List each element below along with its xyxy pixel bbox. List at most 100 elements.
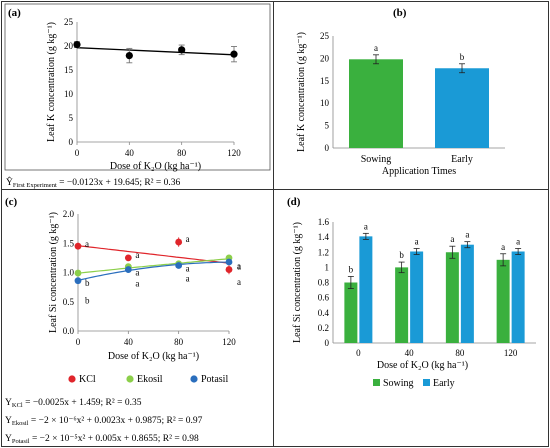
panel-a-inner-border — [4, 3, 271, 171]
panel-d-legend-early-swatch — [423, 379, 430, 386]
panel-d-xlabel: Dose of K₂O (kg ha⁻¹) — [377, 360, 468, 371]
panel-c-series-kcl-point — [74, 242, 82, 250]
panel-c-xtick-label: 40 — [124, 337, 134, 347]
panel-b-bar — [435, 68, 489, 148]
panel-d-series-early-bar — [359, 236, 373, 343]
panel-c-eq1-sub: KCl — [12, 402, 23, 409]
panel-b-ytick-label: 5 — [325, 121, 330, 131]
panel-c-series-ekosil-point — [74, 269, 82, 277]
panel-a-eq-sub: First Experiment — [13, 182, 57, 189]
panel-c-eq3-sub: Potasil — [12, 438, 30, 445]
panel-d-series-sowing-bar — [445, 252, 459, 343]
panel-a-eq-lhs: Ŷ — [6, 176, 13, 188]
panel-c-equation-potasil: YPotasil = −2 × 10⁻⁵x² + 0.005x + 0.8655… — [5, 434, 199, 445]
panel-c-legend-ekosil-marker — [126, 375, 134, 383]
panel-b-xlabel: Application Times — [382, 166, 456, 177]
panel-c-series-ekosil-significance-letter: a — [135, 268, 139, 278]
panel-c-legend-kcl-label: KCl — [79, 374, 96, 385]
panel-a-label: (a) — [8, 7, 21, 19]
panel-c-xtick-label: 0 — [76, 337, 81, 347]
panel-a-ytick-label: 10 — [64, 89, 74, 99]
panel-a-ytick-label: 25 — [64, 17, 74, 27]
panel-d-category-label: 80 — [455, 348, 465, 358]
panel-b-ytick-label: 0 — [325, 143, 330, 153]
panel-c-eq1-lhs: Y — [5, 398, 12, 408]
panel-b-ylabel: Leaf K concentration (g kg⁻¹) — [296, 32, 307, 152]
panel-d-ytick-label: 0 — [325, 338, 330, 348]
panel-c-xtick-label: 120 — [222, 337, 236, 347]
panel-a-point — [125, 52, 133, 60]
panel-d-series-early-significance-letter: a — [516, 236, 520, 246]
panel-a-ytick-label: 0 — [69, 137, 74, 147]
panel-c-equation-ekosil: YEkosil = −2 × 10⁻⁶x² + 0.0023x + 0.9875… — [5, 416, 203, 427]
panel-d-series-sowing-significance-letter: a — [450, 234, 454, 244]
panel-a-eq-rhs: = −0.0123x + 19.645; R² = 0.36 — [57, 178, 181, 188]
panel-c-series-kcl-significance-letter: a — [186, 234, 190, 244]
panel-c-series-kcl-trendline — [77, 245, 230, 264]
panel-c-series-kcl-significance-letter: a — [135, 250, 139, 260]
panel-c-series-kcl-significance-letter: a — [237, 262, 241, 272]
panel-c-series-potasil-point — [225, 258, 233, 266]
panel-d-frame — [273, 189, 549, 447]
panel-a-xtick-label: 120 — [227, 148, 241, 158]
panel-c-series-kcl-significance-letter: a — [85, 239, 89, 249]
panel-a-xtick-label: 80 — [177, 148, 187, 158]
panel-a-point — [230, 50, 238, 58]
panel-b-frame — [273, 1, 549, 190]
panel-d-category-label: 40 — [405, 348, 415, 358]
panel-d-ytick-label: 0.8 — [318, 278, 330, 288]
panel-d-ytick-label: 1.4 — [318, 232, 330, 242]
panel-c-series-ekosil-trendline — [77, 258, 230, 274]
panel-d-ytick-label: 1.6 — [318, 217, 330, 227]
panel-c-eq1-rhs: = −0.0025x + 1.459; R² = 0.35 — [23, 398, 142, 408]
panel-a-ylabel: Leaf K concentration (g kg⁻¹) — [46, 22, 57, 142]
panel-d-ytick-label: 0.4 — [318, 308, 330, 318]
panel-c-series-potasil-point — [175, 262, 183, 269]
panel-d-series-early-significance-letter: a — [415, 236, 419, 246]
panel-c-legend-potasil-marker — [190, 375, 198, 383]
panel-a-trendline — [76, 47, 235, 56]
panel-b-ytick-label: 25 — [320, 31, 330, 41]
panel-c-series-ekosil-significance-letter: a — [186, 264, 190, 274]
panel-a-point — [178, 46, 186, 54]
panel-b-significance-letter: a — [374, 43, 378, 53]
panel-c-eq3-lhs: Y — [5, 434, 12, 444]
panel-a-xtick-label: 0 — [75, 148, 80, 158]
panel-c-eq2-sub: Ekosil — [12, 420, 29, 427]
panel-c-ytick-label: 2.0 — [63, 209, 75, 219]
panel-d-ylabel: Leaf Si concentration (g kg⁻¹) — [292, 222, 303, 343]
panel-d-series-early-bar — [410, 251, 424, 343]
panel-c-series-potasil-point — [74, 277, 82, 285]
panel-d-series-sowing-significance-letter: a — [501, 242, 505, 252]
panel-c-eq3-rhs: = −2 × 10⁻⁵x² + 0.005x + 0.8655; R² = 0.… — [30, 434, 199, 444]
panel-d-category-label: 0 — [356, 348, 361, 358]
panel-d-category-label: 120 — [504, 348, 518, 358]
panel-b-bar — [349, 59, 403, 148]
panel-c-series-kcl-point — [225, 266, 233, 273]
panel-c-equation-kcl: YKCl = −0.0025x + 1.459; R² = 0.35 — [5, 398, 142, 409]
panel-c-series-potasil-significance-letter: a — [237, 277, 241, 287]
panel-d-ytick-label: 0.2 — [318, 323, 329, 333]
panel-c-ytick-label: 0.5 — [63, 297, 75, 307]
panel-c-series-kcl-point — [175, 238, 183, 246]
panel-a-ytick-label: 15 — [64, 65, 74, 75]
panel-b-category-label: Sowing — [361, 154, 392, 165]
panel-d-legend-early-label: Early — [433, 378, 455, 389]
panel-b-ytick-label: 20 — [320, 53, 330, 63]
panel-c-ytick-label: 0.0 — [63, 326, 75, 336]
panel-c-ylabel: Leaf Si concentration (g kg⁻¹) — [48, 212, 59, 333]
panel-d-legend-sowing-label: Sowing — [383, 378, 414, 389]
panel-a-xlabel: Dose of K₂O (kg ha⁻¹) — [110, 161, 201, 172]
panel-d-series-sowing-bar — [344, 282, 358, 343]
panel-d-series-sowing-significance-letter: b — [349, 264, 354, 274]
panel-d-ytick-label: 1.2 — [318, 247, 329, 257]
panel-c-series-potasil-significance-letter: a — [186, 273, 190, 283]
panel-d-ytick-label: 1 — [325, 262, 330, 272]
panel-c-series-potasil-trendline — [77, 261, 230, 281]
panel-a-equation: ŶFirst Experiment = −0.0123x + 19.645; R… — [6, 176, 181, 189]
panel-c-eq2-rhs: = −2 × 10⁻⁶x² + 0.0023x + 0.9875; R² = 0… — [29, 416, 203, 426]
panel-c-legend-kcl-marker — [68, 375, 76, 383]
panel-a-ytick-label: 5 — [69, 113, 74, 123]
panel-c-eq2-lhs: Y — [5, 416, 12, 426]
